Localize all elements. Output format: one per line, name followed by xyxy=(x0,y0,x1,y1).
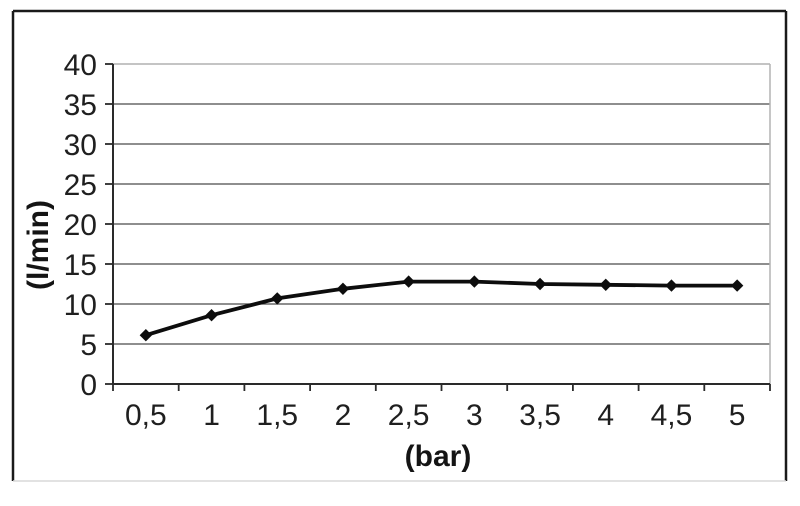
labels-layer: 0 5 10 15 20 25 30 35 40 0,5 1 1,5 2 2,5 3 3,5 4 4,5 5 xyxy=(64,49,746,432)
ticks-layer xyxy=(105,63,771,391)
x-tick-label: 3 xyxy=(466,399,483,432)
data-point-marker xyxy=(468,275,481,288)
y-tick-label: 30 xyxy=(64,129,97,162)
y-tick-label: 10 xyxy=(64,289,97,322)
x-tick-label: 2,5 xyxy=(388,399,430,432)
x-tick-label: 4 xyxy=(597,399,614,432)
x-axis-title: (bar) xyxy=(405,440,472,473)
x-tick-label: 5 xyxy=(729,399,746,432)
data-point-marker xyxy=(665,279,678,292)
data-point-marker xyxy=(205,309,218,322)
y-tick-label: 20 xyxy=(64,209,97,242)
y-tick-label: 25 xyxy=(64,169,97,202)
y-tick-label: 40 xyxy=(64,49,97,82)
data-point-marker xyxy=(533,277,547,291)
data-point-marker xyxy=(599,278,612,291)
series-layer xyxy=(139,275,744,342)
x-tick-label: 1 xyxy=(203,399,220,432)
data-point-marker xyxy=(402,275,415,288)
x-tick-label: 0,5 xyxy=(125,399,167,432)
series-line xyxy=(143,279,739,338)
data-point-marker xyxy=(730,279,744,292)
data-point-marker xyxy=(139,329,153,342)
x-tick-label: 2 xyxy=(335,399,352,432)
x-tick-label: 3,5 xyxy=(519,399,561,432)
data-point-marker xyxy=(271,292,284,305)
x-tick-label: 4,5 xyxy=(651,399,693,432)
y-tick-label: 5 xyxy=(80,329,97,362)
y-tick-label: 35 xyxy=(64,89,97,122)
y-tick-label: 0 xyxy=(80,369,97,402)
y-tick-label: 15 xyxy=(64,249,97,282)
y-axis-title: (l/min) xyxy=(22,200,55,290)
gridlines-layer xyxy=(113,63,770,345)
chart-frame xyxy=(11,9,788,482)
x-tick-label: 1,5 xyxy=(256,399,298,432)
data-point-marker xyxy=(336,282,350,295)
